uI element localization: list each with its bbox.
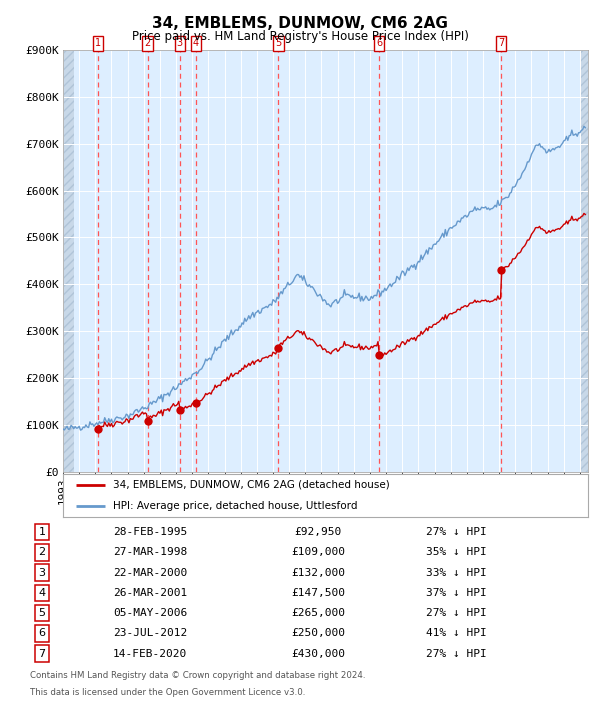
- Text: 2: 2: [145, 38, 151, 48]
- Text: £430,000: £430,000: [291, 649, 345, 659]
- Text: £92,950: £92,950: [295, 527, 341, 537]
- Text: 41% ↓ HPI: 41% ↓ HPI: [425, 628, 487, 638]
- Text: Contains HM Land Registry data © Crown copyright and database right 2024.: Contains HM Land Registry data © Crown c…: [30, 671, 365, 680]
- Bar: [580, 50, 588, 472]
- Text: 34, EMBLEMS, DUNMOW, CM6 2AG: 34, EMBLEMS, DUNMOW, CM6 2AG: [152, 16, 448, 31]
- Text: 5: 5: [38, 608, 46, 618]
- Text: 7: 7: [498, 38, 504, 48]
- Text: 7: 7: [38, 649, 46, 659]
- Text: 6: 6: [38, 628, 46, 638]
- Text: £132,000: £132,000: [291, 567, 345, 577]
- Text: 26-MAR-2001: 26-MAR-2001: [113, 588, 187, 598]
- Text: 1: 1: [38, 527, 46, 537]
- Text: £265,000: £265,000: [291, 608, 345, 618]
- Text: This data is licensed under the Open Government Licence v3.0.: This data is licensed under the Open Gov…: [30, 688, 305, 697]
- Text: 27% ↓ HPI: 27% ↓ HPI: [425, 649, 487, 659]
- Text: 3: 3: [177, 38, 183, 48]
- Text: £109,000: £109,000: [291, 547, 345, 557]
- Text: 33% ↓ HPI: 33% ↓ HPI: [425, 567, 487, 577]
- Text: 2: 2: [38, 547, 46, 557]
- Text: 14-FEB-2020: 14-FEB-2020: [113, 649, 187, 659]
- Text: 34, EMBLEMS, DUNMOW, CM6 2AG (detached house): 34, EMBLEMS, DUNMOW, CM6 2AG (detached h…: [113, 480, 389, 490]
- Text: 22-MAR-2000: 22-MAR-2000: [113, 567, 187, 577]
- Text: 35% ↓ HPI: 35% ↓ HPI: [425, 547, 487, 557]
- Text: 27-MAR-1998: 27-MAR-1998: [113, 547, 187, 557]
- Text: £147,500: £147,500: [291, 588, 345, 598]
- Text: £250,000: £250,000: [291, 628, 345, 638]
- Text: 05-MAY-2006: 05-MAY-2006: [113, 608, 187, 618]
- Text: 4: 4: [38, 588, 46, 598]
- Text: 4: 4: [193, 38, 199, 48]
- Text: 27% ↓ HPI: 27% ↓ HPI: [425, 608, 487, 618]
- Text: 37% ↓ HPI: 37% ↓ HPI: [425, 588, 487, 598]
- Text: 3: 3: [38, 567, 46, 577]
- Text: 1: 1: [95, 38, 101, 48]
- Text: 27% ↓ HPI: 27% ↓ HPI: [425, 527, 487, 537]
- Bar: [63, 50, 74, 472]
- Text: 5: 5: [275, 38, 281, 48]
- Text: HPI: Average price, detached house, Uttlesford: HPI: Average price, detached house, Uttl…: [113, 501, 358, 511]
- Text: 6: 6: [376, 38, 382, 48]
- Text: 23-JUL-2012: 23-JUL-2012: [113, 628, 187, 638]
- Text: Price paid vs. HM Land Registry's House Price Index (HPI): Price paid vs. HM Land Registry's House …: [131, 30, 469, 43]
- Text: 28-FEB-1995: 28-FEB-1995: [113, 527, 187, 537]
